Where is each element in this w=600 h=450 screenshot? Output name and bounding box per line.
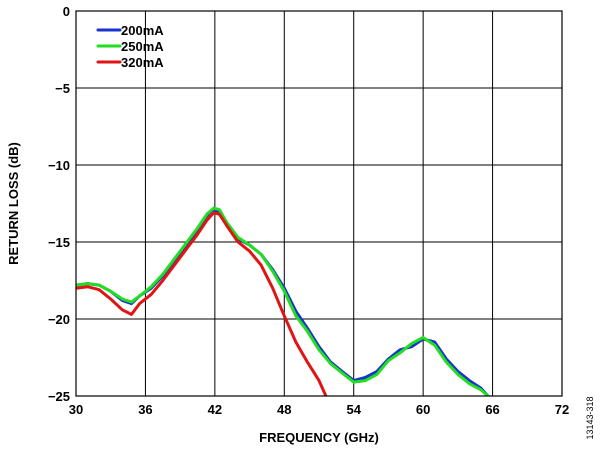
y-axis-title: RETURN LOSS (dB) — [6, 142, 21, 265]
x-tick-label: 60 — [416, 402, 430, 417]
figure-id: 13143-318 — [585, 396, 595, 439]
x-tick-label: 36 — [138, 402, 152, 417]
legend-label-200mA: 200mA — [121, 23, 164, 38]
y-tick-label: −15 — [48, 235, 70, 250]
y-tick-label: −25 — [48, 389, 70, 404]
y-tick-label: −5 — [55, 81, 70, 96]
x-tick-label: 42 — [208, 402, 222, 417]
series-line-200mA — [76, 208, 490, 396]
x-tick-label: 48 — [277, 402, 291, 417]
series-line-250mA — [76, 206, 490, 396]
x-tick-label: 54 — [346, 402, 361, 417]
y-tick-label: −20 — [48, 312, 70, 327]
y-tick-label: 0 — [63, 4, 70, 19]
legend-label-320mA: 320mA — [121, 55, 164, 70]
x-tick-label: 72 — [555, 402, 569, 417]
x-tick-label: 66 — [485, 402, 499, 417]
legend-label-250mA: 250mA — [121, 39, 164, 54]
series-line-320mA — [76, 211, 328, 396]
series-lines — [76, 206, 490, 396]
x-tick-labels: 30 36 42 48 54 60 66 72 — [69, 402, 569, 417]
plot-frame — [75, 10, 563, 397]
x-axis-title: FREQUENCY (GHz) — [259, 430, 379, 445]
y-tick-label: −10 — [48, 158, 70, 173]
y-tick-labels: 0 −5 −10 −15 −20 −25 — [48, 4, 70, 404]
x-tick-label: 30 — [69, 402, 83, 417]
